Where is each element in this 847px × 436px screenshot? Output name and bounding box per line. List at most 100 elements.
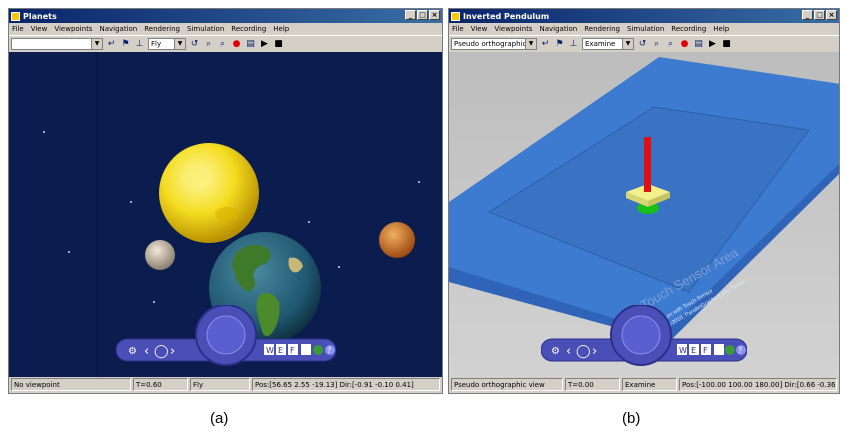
navigation-mode-select[interactable]: Examine ▼ (582, 38, 634, 50)
play-icon[interactable]: ▶ (261, 39, 268, 49)
app-icon (451, 11, 460, 21)
close-button[interactable]: × (429, 10, 440, 20)
inverted-pendulum-window: Inverted Pendulum _ □ × File View Viewpo… (448, 8, 840, 394)
menu-recording[interactable]: Recording (231, 25, 267, 33)
navigation-mode-select[interactable]: Fly ▼ (148, 38, 186, 50)
menu-navigation[interactable]: Navigation (99, 25, 138, 33)
navigation-panel[interactable]: ⚙ ‹ ◯ › W E F ? (115, 305, 336, 367)
nav-right-icon[interactable]: › (592, 344, 597, 359)
nav-left-icon[interactable]: ‹ (566, 344, 571, 359)
pendulum-sensor-pad (637, 202, 659, 214)
maximize-button[interactable]: □ (417, 10, 428, 20)
status-mode: Examine (622, 378, 677, 391)
zoom-out-icon[interactable]: ⌕ (219, 39, 226, 49)
planets-scene (43, 52, 420, 377)
menu-view[interactable]: View (470, 25, 488, 33)
stop-icon[interactable]: ■ (722, 39, 731, 49)
sun-planet (159, 143, 259, 243)
pendulum-base-left (626, 192, 648, 207)
nav-status-icon[interactable] (725, 345, 735, 355)
menu-viewpoints[interactable]: Viewpoints (494, 25, 533, 33)
status-bar: No viewpoint T=0.60 Fly Pos:[56.65 2.55 … (9, 376, 442, 393)
navigation-panel[interactable]: ⚙ ‹ ◯ › W E F ? (541, 305, 747, 367)
menu-simulation[interactable]: Simulation (626, 25, 665, 33)
nav-w-label: W (266, 346, 274, 355)
play-icon[interactable]: ▶ (709, 39, 716, 49)
menu-file[interactable]: File (12, 25, 24, 33)
nav-w-button[interactable] (263, 344, 274, 355)
minimize-button[interactable]: _ (405, 10, 416, 20)
menu-recording[interactable]: Recording (671, 25, 707, 33)
nav-status-icon[interactable] (312, 345, 323, 355)
nav-center-icon[interactable]: ◯ (154, 344, 169, 359)
close-button[interactable]: × (826, 10, 837, 20)
star (130, 201, 132, 203)
clipboard-icon[interactable]: ▤ (694, 39, 703, 49)
zoom-in-icon[interactable]: ⌕ (205, 39, 212, 49)
go-back-icon[interactable]: ↵ (541, 39, 550, 49)
mars-planet (379, 222, 415, 258)
chevron-down-icon[interactable]: ▼ (91, 39, 102, 49)
flag-icon[interactable]: ⚑ (121, 39, 130, 49)
toolbar: Pseudo orthographic ▼ ↵ ⚑ ⊥ Examine ▼ ↺ … (449, 35, 839, 53)
nav-center-icon[interactable]: ◯ (576, 344, 591, 359)
stop-icon[interactable]: ■ (274, 39, 283, 49)
title-bar[interactable]: Inverted Pendulum _ □ × (449, 9, 839, 23)
menu-rendering[interactable]: Rendering (584, 25, 620, 33)
nav-help-button[interactable] (324, 345, 335, 355)
3d-viewport[interactable]: ⚙ ‹ ◯ › W E F ? (9, 52, 442, 377)
title-bar[interactable]: Planets _ □ × (9, 9, 442, 23)
status-viewpoint: No viewpoint (11, 378, 131, 391)
3d-viewport[interactable]: Touch Sensor Area Inverted Pendulum with… (449, 52, 839, 377)
nav-left-icon[interactable]: ‹ (144, 344, 149, 359)
nav-option-icon[interactable]: ⚙ (551, 346, 560, 357)
minimize-button[interactable]: _ (802, 10, 813, 20)
menu-rendering[interactable]: Rendering (144, 25, 180, 33)
nav-grid-button[interactable] (714, 344, 724, 355)
record-icon[interactable]: ● (232, 39, 241, 49)
straighten-icon[interactable]: ⊥ (569, 39, 578, 49)
flag-icon[interactable]: ⚑ (555, 39, 564, 49)
nav-help-button[interactable] (736, 345, 746, 355)
nav-w-button[interactable] (677, 344, 687, 355)
nav-f-button[interactable] (287, 344, 298, 355)
go-back-icon[interactable]: ↵ (107, 39, 116, 49)
menu-view[interactable]: View (30, 25, 48, 33)
nav-e-button[interactable] (689, 344, 699, 355)
nav-e-label: E (691, 346, 696, 355)
navigation-mode-value: Fly (151, 40, 162, 48)
menu-simulation[interactable]: Simulation (186, 25, 225, 33)
nav-f-label: F (290, 346, 295, 355)
chevron-down-icon[interactable]: ▼ (174, 39, 185, 49)
zoom-in-icon[interactable]: ⌕ (653, 39, 660, 49)
chevron-down-icon[interactable]: ▼ (525, 39, 536, 49)
menu-file[interactable]: File (452, 25, 464, 33)
menu-help[interactable]: Help (273, 25, 290, 33)
nav-wheel-center[interactable] (206, 315, 245, 355)
menu-navigation[interactable]: Navigation (539, 25, 578, 33)
app-icon (11, 11, 20, 21)
menu-help[interactable]: Help (713, 25, 730, 33)
straighten-icon[interactable]: ⊥ (135, 39, 144, 49)
nav-f-button[interactable] (701, 344, 711, 355)
nav-option-icon[interactable]: ⚙ (128, 346, 137, 357)
viewpoint-select[interactable]: ▼ (11, 38, 103, 50)
nav-help-label: ? (327, 346, 331, 355)
clipboard-icon[interactable]: ▤ (246, 39, 255, 49)
menu-viewpoints[interactable]: Viewpoints (54, 25, 93, 33)
viewpoint-select[interactable]: Pseudo orthographic ▼ (451, 38, 537, 50)
moon-planet (145, 240, 175, 270)
star (68, 251, 70, 253)
pendulum-rod (644, 137, 651, 192)
maximize-button[interactable]: □ (814, 10, 825, 20)
nav-grid-button[interactable] (300, 344, 311, 355)
nav-wheel-center[interactable] (621, 315, 661, 355)
chevron-down-icon[interactable]: ▼ (622, 39, 633, 49)
nav-right-icon[interactable]: › (170, 344, 175, 359)
nav-e-button[interactable] (275, 344, 286, 355)
undo-move-icon[interactable]: ↺ (638, 39, 647, 49)
zoom-out-icon[interactable]: ⌕ (667, 39, 674, 49)
record-icon[interactable]: ● (680, 39, 689, 49)
undo-move-icon[interactable]: ↺ (190, 39, 199, 49)
pendulum-base-top (626, 184, 670, 201)
